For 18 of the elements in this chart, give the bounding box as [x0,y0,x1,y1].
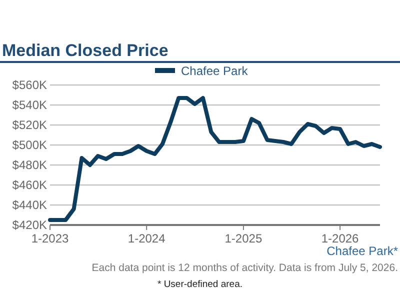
y-tick-label: $560K [12,78,47,92]
x-tick-label: 1-2025 [224,232,262,246]
x-tick-label: 1-2024 [128,232,166,246]
y-tick-label: $460K [12,178,47,192]
x-tick-label: 1-2023 [31,232,70,246]
y-tick-label: $540K [12,98,47,112]
chart-title: Median Closed Price [2,41,168,60]
y-tick-label: $420K [12,218,47,232]
text: Chafee Park* [326,244,398,258]
y-tick-label: $480K [12,158,47,172]
y-tick-label: $500K [12,138,47,152]
y-tick-label: $440K [12,198,47,212]
text: * User-defined area. [157,279,243,290]
line-series [48,96,382,222]
text: Each data point is 12 months of activity. Data is from July 5, 2026. [92,262,398,274]
legend-label: Chafee Park [181,64,249,78]
y-tick-label: $520K [12,118,47,132]
x-tick-label: 1-2026 [321,232,360,246]
